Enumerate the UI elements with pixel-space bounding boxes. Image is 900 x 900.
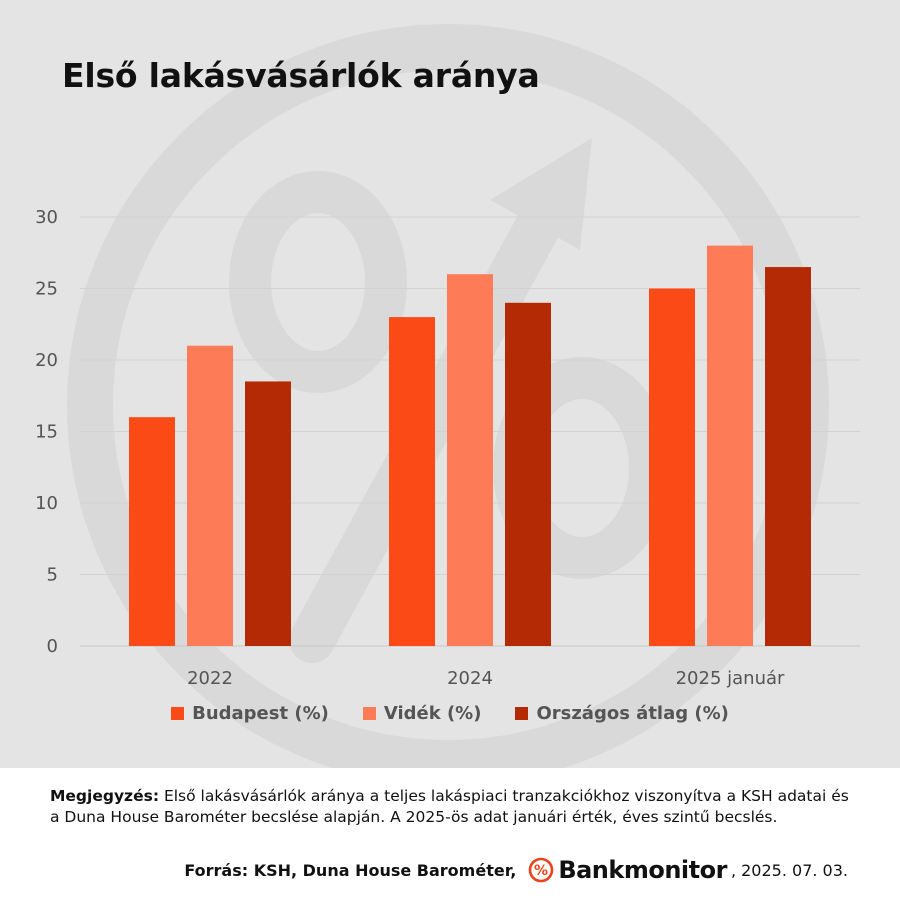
source-date: , 2025. 07. 03. bbox=[730, 860, 848, 880]
y-tick-label: 15 bbox=[35, 422, 58, 443]
y-tick-label: 25 bbox=[35, 279, 58, 300]
bar bbox=[245, 381, 291, 646]
bar bbox=[129, 417, 175, 646]
brand-logo-symbol: % bbox=[534, 863, 548, 879]
x-axis: 2022 2024 2025 január bbox=[187, 668, 785, 689]
legend-label: Vidék (%) bbox=[383, 703, 482, 724]
chart-title: Első lakásvásárlók aránya bbox=[62, 56, 540, 95]
legend-item: Vidék (%) bbox=[362, 703, 482, 724]
bar-group bbox=[129, 245, 811, 646]
x-tick-label: 2025 január bbox=[676, 668, 785, 689]
y-tick-label: 5 bbox=[47, 565, 58, 586]
x-tick-label: 2022 bbox=[187, 668, 233, 689]
source-line: Forrás: KSH, Duna House Barométer, % Ban… bbox=[184, 856, 848, 884]
legend-swatch bbox=[515, 707, 529, 720]
bar bbox=[707, 245, 753, 646]
y-tick-label: 0 bbox=[47, 636, 58, 657]
brand-logo: % Bankmonitor bbox=[528, 856, 727, 884]
note-text: Első lakásvásárlók aránya a teljes lakás… bbox=[50, 787, 849, 826]
bar-chart: 0 5 10 15 20 25 30 2022 2024 2025 január bbox=[35, 207, 860, 689]
note-label: Megjegyzés: bbox=[50, 787, 160, 805]
legend-label: Országos átlag (%) bbox=[536, 703, 729, 724]
bar bbox=[649, 288, 695, 646]
bar bbox=[447, 274, 493, 646]
y-tick-label: 20 bbox=[35, 350, 58, 371]
legend-item: Budapest (%) bbox=[171, 703, 329, 724]
x-tick-label: 2024 bbox=[447, 668, 493, 689]
bar bbox=[389, 317, 435, 646]
footer: Megjegyzés: Első lakásvásárlók aránya a … bbox=[0, 768, 900, 900]
source-label: Forrás: KSH, Duna House Barométer, bbox=[184, 860, 517, 880]
brand-name: Bankmonitor bbox=[558, 856, 727, 884]
legend-swatch bbox=[362, 707, 376, 720]
legend-swatch bbox=[171, 707, 185, 720]
note: Megjegyzés: Első lakásvásárlók aránya a … bbox=[50, 786, 860, 828]
y-axis: 0 5 10 15 20 25 30 bbox=[35, 207, 58, 657]
bar bbox=[187, 345, 233, 646]
y-tick-label: 10 bbox=[35, 493, 58, 514]
chart-panel: Első lakásvásárlók aránya 0 5 10 15 20 25 30 2… bbox=[0, 0, 900, 768]
bar bbox=[765, 267, 811, 646]
bar bbox=[505, 302, 551, 646]
legend: Budapest (%) Vidék (%) Országos átlag (%) bbox=[0, 703, 900, 724]
legend-item: Országos átlag (%) bbox=[515, 703, 729, 724]
y-tick-label: 30 bbox=[35, 207, 58, 228]
percent-circle-logo-icon: % bbox=[529, 857, 554, 883]
legend-label: Budapest (%) bbox=[192, 703, 329, 724]
